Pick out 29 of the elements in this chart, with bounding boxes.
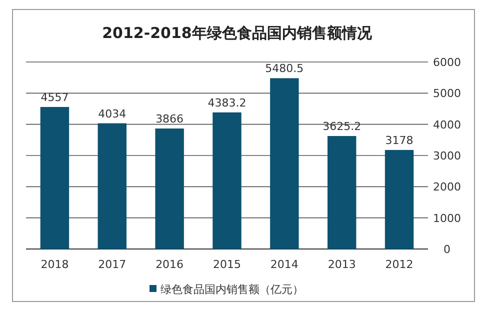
chart-title: 2012-2018年绿色食品国内销售额情况 bbox=[102, 24, 373, 42]
bar bbox=[40, 106, 70, 249]
bar bbox=[328, 136, 356, 249]
data-label: 5480.5 bbox=[265, 62, 304, 76]
data-label: 3178 bbox=[385, 134, 414, 147]
bar bbox=[212, 112, 242, 249]
y-tick-label: 0 bbox=[444, 243, 450, 256]
y-tick-label: 1000 bbox=[433, 212, 461, 225]
y-tick-label: 2000 bbox=[433, 180, 461, 194]
x-tick-label: 2014 bbox=[270, 258, 298, 271]
bar bbox=[384, 150, 414, 249]
bar bbox=[155, 128, 184, 249]
legend: 绿色食品国内销售额（亿元） bbox=[150, 283, 304, 296]
data-label: 4383.2 bbox=[208, 96, 246, 110]
x-tick-label: 2018 bbox=[40, 258, 69, 271]
x-tick-label: 2013 bbox=[328, 258, 356, 271]
y-tick-label: 4000 bbox=[433, 118, 461, 132]
data-label: 4557 bbox=[40, 90, 69, 104]
bar bbox=[98, 123, 126, 249]
x-tick-label: 2016 bbox=[156, 258, 184, 271]
y-tick-label: 3000 bbox=[433, 150, 461, 162]
x-tick-label: 2015 bbox=[213, 258, 241, 271]
data-label: 4034 bbox=[98, 107, 126, 120]
data-label: 3866 bbox=[156, 112, 184, 126]
y-tick-label: 5000 bbox=[433, 87, 461, 100]
x-tick-label: 2017 bbox=[98, 258, 126, 271]
bar bbox=[270, 78, 299, 249]
x-tick-label: 2012 bbox=[385, 258, 414, 271]
y-tick-label: 6000 bbox=[433, 56, 461, 69]
